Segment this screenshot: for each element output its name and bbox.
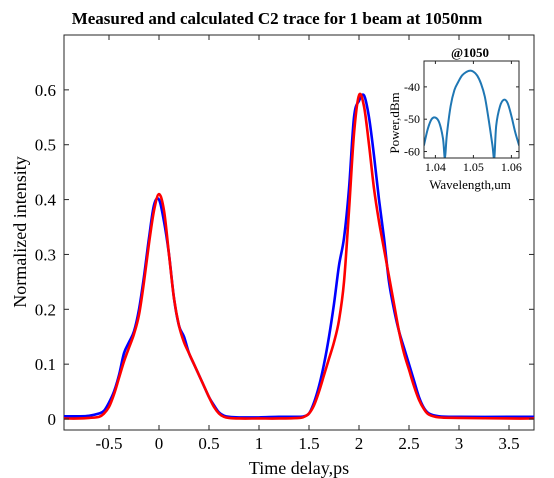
main-y-tick-label: 0.6 bbox=[35, 81, 56, 100]
main-series-line-1 bbox=[64, 92, 534, 420]
main-x-tick-label: 3.5 bbox=[498, 434, 519, 453]
inset-y-tick-label: -50 bbox=[404, 112, 420, 126]
inset-y-tick-label: -40 bbox=[404, 80, 420, 94]
inset-x-axis-label: Wavelength,um bbox=[429, 177, 511, 192]
main-y-tick-label: 0 bbox=[48, 410, 57, 429]
main-y-tick-label: 0.2 bbox=[35, 300, 56, 319]
x-axis-label: Time delay,ps bbox=[249, 458, 349, 478]
inset-title: @1050 bbox=[451, 45, 489, 60]
main-series-group bbox=[64, 92, 534, 420]
inset-y-axis-label: Power,dBm bbox=[387, 92, 402, 153]
main-y-tick-label: 0.5 bbox=[35, 136, 56, 155]
y-axis-label: Normalized intensity bbox=[10, 156, 30, 307]
inset-axes-frame bbox=[423, 60, 520, 159]
main-y-tick-label: 0.4 bbox=[35, 191, 57, 210]
main-axes-frame bbox=[63, 34, 535, 431]
inset-series-line-0 bbox=[424, 69, 519, 158]
inset-series-group bbox=[424, 69, 519, 158]
main-x-tick-label: 1.5 bbox=[298, 434, 319, 453]
chart-title: Measured and calculated C2 trace for 1 b… bbox=[72, 9, 483, 28]
main-y-tick-label: 0.3 bbox=[35, 245, 56, 264]
main-plot-area: -0.5 0 0.5 1 1.5 2 2.5 3 3.500.10.20.30.40.50.6 … bbox=[10, 34, 535, 478]
inset-ticks-group: 1.04 1.05 1.06 -40 -50 -60 bbox=[404, 61, 522, 174]
main-x-tick-label: 2.5 bbox=[398, 434, 419, 453]
main-x-tick-label: 2 bbox=[355, 434, 364, 453]
main-x-tick-label: 1 bbox=[255, 434, 264, 453]
inset-x-tick-label: 1.05 bbox=[463, 160, 484, 174]
inset-y-tick-label: -60 bbox=[404, 145, 420, 159]
main-y-tick-label: 0.1 bbox=[35, 355, 56, 374]
inset-x-tick-label: 1.04 bbox=[425, 160, 446, 174]
main-x-tick-label: 3 bbox=[455, 434, 464, 453]
inset-x-tick-label: 1.06 bbox=[501, 160, 522, 174]
main-x-tick-label: 0 bbox=[155, 434, 164, 453]
main-ticks-group: -0.5 0 0.5 1 1.5 2 2.5 3 3.5 0 0.1 0.2 0.3 0.4 0.5 0.6 bbox=[35, 35, 534, 453]
main-x-tick-label: 0.5 bbox=[198, 434, 219, 453]
inset-background bbox=[424, 61, 519, 158]
inset-plot-area: 1.04 1.05 1.06 -40 -50 -60 @1050 Wavelength,u… bbox=[387, 45, 522, 192]
main-x-tick-label: -0.5 bbox=[96, 434, 123, 453]
